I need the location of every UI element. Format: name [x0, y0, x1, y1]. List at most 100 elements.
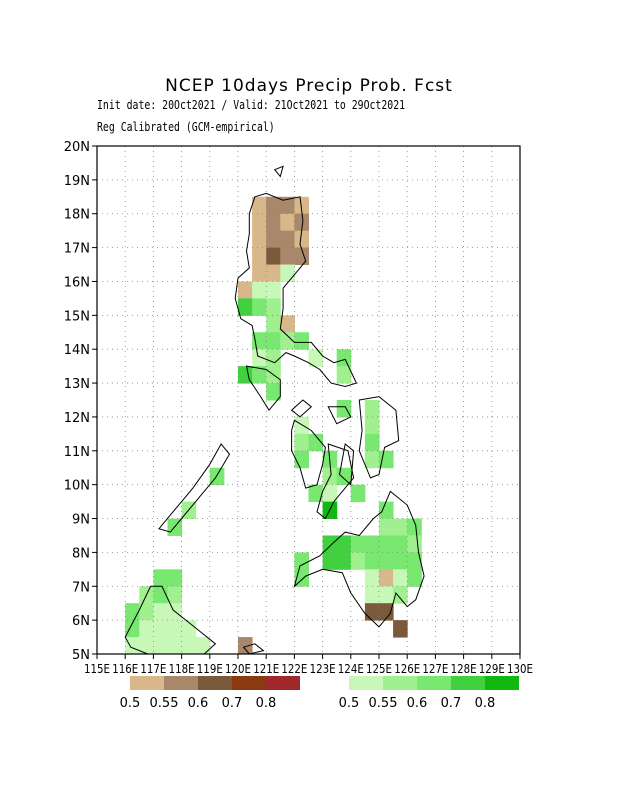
- x-tick-label: 127E: [422, 662, 448, 676]
- y-tick-label: 15N: [64, 309, 90, 324]
- probability-cell: [252, 247, 267, 266]
- probability-cell: [238, 637, 253, 654]
- probability-cell: [125, 603, 140, 621]
- coastline-path: [292, 133, 295, 140]
- probability-cell: [280, 213, 295, 232]
- y-tick-label: 8N: [72, 546, 90, 561]
- probability-cell: [252, 349, 267, 367]
- legend-below-normal-swatch: [164, 676, 198, 690]
- legend-above-normal-swatch: [451, 676, 485, 690]
- probability-cell: [266, 298, 281, 316]
- probability-cell: [167, 637, 183, 654]
- probability-cell: [252, 196, 267, 215]
- probability-cell: [266, 383, 281, 401]
- coastline-path: [338, 443, 355, 486]
- legend-below-normal-label: 0.55: [150, 696, 179, 711]
- probability-cell: [364, 400, 380, 418]
- coastline-path: [293, 490, 425, 628]
- x-tick-label: 130E: [507, 662, 533, 676]
- probability-cell: [364, 603, 380, 621]
- probability-cell: [379, 518, 394, 536]
- y-tick-label: 12N: [64, 411, 90, 426]
- legend-above-normal-label: 0.5: [339, 696, 360, 711]
- probability-cell: [139, 637, 154, 654]
- y-tick-label: 9N: [72, 513, 90, 528]
- y-axis: 5N 6N 7N 8N 9N 10N 11N 12N 13N 14N 15N 16N 17N 18N 19N…: [64, 140, 97, 663]
- x-tick-label: 125E: [366, 662, 392, 676]
- calibration-text: Reg Calibrated (GCM-empirical): [97, 120, 275, 134]
- probability-cell: [195, 637, 211, 654]
- probability-cell: [322, 552, 338, 570]
- probability-cell: [294, 552, 309, 570]
- probability-cells: [125, 196, 422, 654]
- probability-cell: [252, 264, 267, 282]
- probability-cell: [379, 603, 394, 621]
- probability-cell: [294, 230, 309, 249]
- probability-cell: [364, 416, 380, 435]
- coastline-path: [273, 165, 284, 178]
- x-tick-label: 124E: [338, 662, 364, 676]
- probability-cell: [379, 552, 394, 570]
- coastline-path: [158, 443, 231, 533]
- probability-cell: [280, 230, 295, 249]
- probability-cell: [393, 552, 408, 570]
- probability-cell: [308, 349, 324, 367]
- probability-cell: [407, 569, 422, 587]
- coastline-path: [245, 365, 281, 412]
- legend-below-normal-swatch: [198, 676, 232, 690]
- probability-cell: [294, 213, 309, 232]
- probability-cell: [294, 433, 309, 452]
- probability-cell: [364, 586, 380, 604]
- probability-cell: [364, 433, 380, 452]
- coastline-path: [358, 396, 400, 479]
- probability-cell: [153, 569, 168, 587]
- probability-cell: [308, 484, 324, 503]
- coastline-path: [290, 399, 313, 418]
- probability-cell: [294, 196, 309, 215]
- legend: 0.5 0.55 0.6 0.7 0.8 0.5 0.55 0.6 0.7 0.8: [120, 676, 519, 711]
- probability-cell: [393, 535, 408, 553]
- x-tick-label: 129E: [479, 662, 505, 676]
- legend-above-normal-label: 0.8: [475, 696, 496, 711]
- probability-cell: [266, 230, 281, 249]
- probability-cell: [139, 603, 154, 621]
- y-tick-label: 11N: [64, 445, 90, 460]
- probability-cell: [393, 518, 408, 536]
- x-tick-label: 122E: [281, 662, 307, 676]
- probability-cell: [336, 535, 352, 553]
- probability-cell: [308, 433, 324, 452]
- y-tick-label: 5N: [72, 648, 90, 663]
- legend-below-normal-label: 0.8: [256, 696, 277, 711]
- probability-cell: [181, 637, 197, 654]
- probability-cell: [350, 484, 366, 503]
- y-tick-label: 19N: [64, 174, 90, 189]
- probability-cell: [153, 637, 168, 654]
- probability-cell: [266, 213, 281, 232]
- y-tick-label: 18N: [64, 208, 90, 223]
- legend-below-normal-label: 0.7: [222, 696, 243, 711]
- legend-above-normal-swatch: [383, 676, 417, 690]
- probability-cell: [238, 298, 253, 316]
- y-tick-label: 17N: [64, 242, 90, 257]
- probability-cell: [266, 247, 281, 266]
- chart-title: NCEP 10days Precip Prob. Fcst: [165, 76, 453, 96]
- probability-cell: [294, 416, 309, 435]
- legend-above-normal-swatch: [349, 676, 383, 690]
- probability-cell: [336, 552, 352, 570]
- x-tick-label: 123E: [310, 662, 336, 676]
- y-tick-label: 16N: [64, 275, 90, 290]
- probability-cell: [407, 552, 422, 570]
- probability-cell: [252, 230, 267, 249]
- probability-cell: [280, 332, 295, 350]
- probability-cell: [393, 586, 408, 604]
- probability-cell: [266, 315, 281, 333]
- x-tick-label: 115E: [84, 662, 110, 676]
- x-tick-label: 116E: [112, 662, 138, 676]
- probability-cell: [153, 603, 168, 621]
- probability-cell: [266, 349, 281, 367]
- probability-cell: [336, 349, 352, 367]
- probability-cell: [280, 315, 295, 333]
- x-tick-label: 117E: [140, 662, 166, 676]
- y-tick-label: 7N: [72, 580, 90, 595]
- probability-cell: [336, 366, 352, 384]
